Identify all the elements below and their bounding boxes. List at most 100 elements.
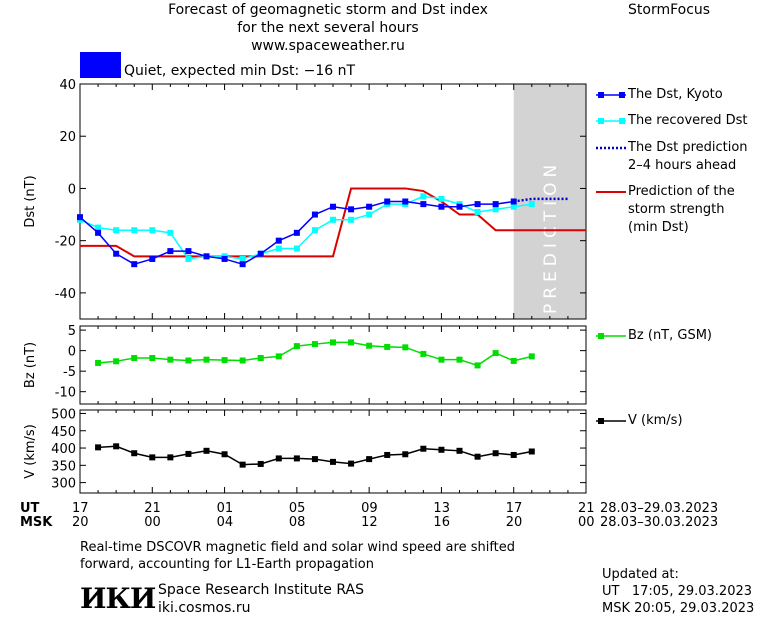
legend-storm-strength-swatch (596, 191, 626, 193)
y-tick-label: 20 (59, 130, 76, 145)
v-point (203, 447, 210, 454)
bz-point (348, 339, 355, 346)
legend-dst-kyoto-label: The Dst, Kyoto (628, 87, 723, 102)
y-axis-label: V (km/s) (23, 424, 38, 479)
chart-title-line1: Forecast of geomagnetic storm and Dst in… (168, 2, 488, 18)
y-axis-label: Bz (nT) (23, 342, 38, 388)
y-tick-label: 350 (51, 459, 76, 474)
dst-recovered-point (528, 201, 535, 208)
v-point (185, 450, 192, 457)
dst-recovered-point (95, 224, 102, 231)
y-tick-label: -5 (63, 365, 76, 380)
v-point (293, 455, 300, 462)
bz-point (257, 355, 264, 362)
legend-dst-prediction-swatch (596, 146, 626, 150)
v-point (330, 458, 336, 465)
chart-title-line2: for the next several hours (237, 20, 419, 36)
ut-tick-label: 09 (361, 501, 378, 516)
msk-label: MSK (20, 515, 53, 530)
v-point (221, 451, 228, 458)
bz-point (131, 355, 138, 362)
dst-recovered-point (366, 211, 373, 218)
bz-point (293, 343, 300, 350)
msk-tick-label: 20 (72, 515, 89, 530)
bz-point (474, 362, 481, 369)
institute-name: Space Research Institute RAS (158, 582, 364, 598)
status-color-box (80, 52, 121, 78)
msk-date-range: 28.03–30.03.2023 (600, 515, 719, 530)
legend-bz: Bz (nT, GSM) (596, 328, 712, 343)
bz-point (528, 353, 535, 360)
bz-point (366, 342, 373, 349)
dst-recovered-point (330, 216, 336, 223)
updated-msk: MSK 20:05, 29.03.2023 (602, 601, 755, 616)
bz-point (275, 353, 282, 360)
dst-kyoto-point (438, 203, 445, 210)
dst-kyoto-point (257, 250, 264, 257)
v-point (438, 446, 445, 453)
updated-label: Updated at: (602, 567, 679, 582)
bz-point (311, 341, 318, 348)
v-point (239, 461, 246, 468)
y-tick-label: 500 (51, 407, 76, 422)
ut-tick-label: 13 (433, 501, 450, 516)
legend-dst-recovered-swatch (596, 117, 626, 124)
v-point (456, 447, 463, 454)
dst-recovered-point (311, 227, 318, 234)
legend-v-label: V (km/s) (628, 413, 683, 428)
y-tick-label: 0 (68, 345, 76, 360)
updated-ut: UT 17:05, 29.03.2023 (602, 584, 753, 599)
legend-dst-prediction: The Dst prediction 2–4 hours ahead (596, 139, 756, 175)
ut-tick-label: 05 (288, 501, 306, 516)
source-url[interactable]: www.spaceweather.ru (251, 38, 405, 54)
dst-recovered-point (113, 227, 120, 234)
ut-date-range: 28.03–29.03.2023 (600, 501, 719, 516)
dst-recovered-point (474, 208, 481, 215)
msk-tick-label: 16 (433, 515, 450, 530)
ut-tick-label: 21 (144, 501, 161, 516)
y-tick-label: -20 (55, 235, 76, 250)
ut-tick-label: 17 (505, 501, 523, 516)
dst-kyoto-point (311, 211, 318, 218)
dst-recovered-point (131, 227, 138, 234)
dst-recovered-point (510, 203, 517, 210)
dst-kyoto-point (348, 206, 355, 213)
dst-kyoto-point (185, 248, 192, 255)
status-text: Quiet, expected min Dst: −16 nT (124, 63, 356, 79)
footer-note-line2: forward, accounting for L1-Earth propaga… (80, 557, 374, 572)
v-point (113, 443, 120, 450)
bz-point (492, 350, 499, 357)
v-point (311, 456, 318, 463)
msk-tick-label: 08 (288, 515, 306, 530)
v-point (510, 451, 517, 458)
dst-kyoto-point (221, 255, 228, 262)
v-point (275, 455, 282, 462)
panel-frame (79, 409, 587, 494)
dst-recovered-line (79, 195, 532, 260)
bz-point (95, 359, 102, 366)
v-point (366, 456, 373, 463)
dst-recovered-point (492, 206, 499, 213)
institute-site[interactable]: iki.cosmos.ru (158, 600, 251, 616)
dst-prediction-line (513, 197, 568, 203)
bz-point (113, 358, 120, 365)
y-tick-label: -40 (55, 287, 76, 302)
dst-kyoto-point (131, 261, 138, 268)
dst-kyoto-point (366, 203, 373, 210)
dst-kyoto-point (456, 203, 463, 210)
msk-tick-label: 12 (361, 515, 378, 530)
bz-point (510, 357, 517, 364)
legend-dst-kyoto-swatch (596, 91, 626, 98)
footer-note-line1: Real-time DSCOVR magnetic field and sola… (80, 540, 516, 555)
prediction-band (513, 84, 586, 319)
dst-kyoto-point (420, 201, 427, 208)
v-point (420, 445, 427, 452)
legend-v: V (km/s) (596, 413, 683, 428)
bz-point (438, 356, 445, 363)
legend-dst-prediction-label: The Dst prediction 2–4 hours ahead (628, 140, 748, 173)
dst-kyoto-point (330, 203, 336, 210)
dst-kyoto-point (149, 255, 156, 262)
dst-kyoto-point (203, 253, 210, 260)
dst-kyoto-point (474, 201, 481, 208)
dst-kyoto-point (167, 248, 174, 255)
